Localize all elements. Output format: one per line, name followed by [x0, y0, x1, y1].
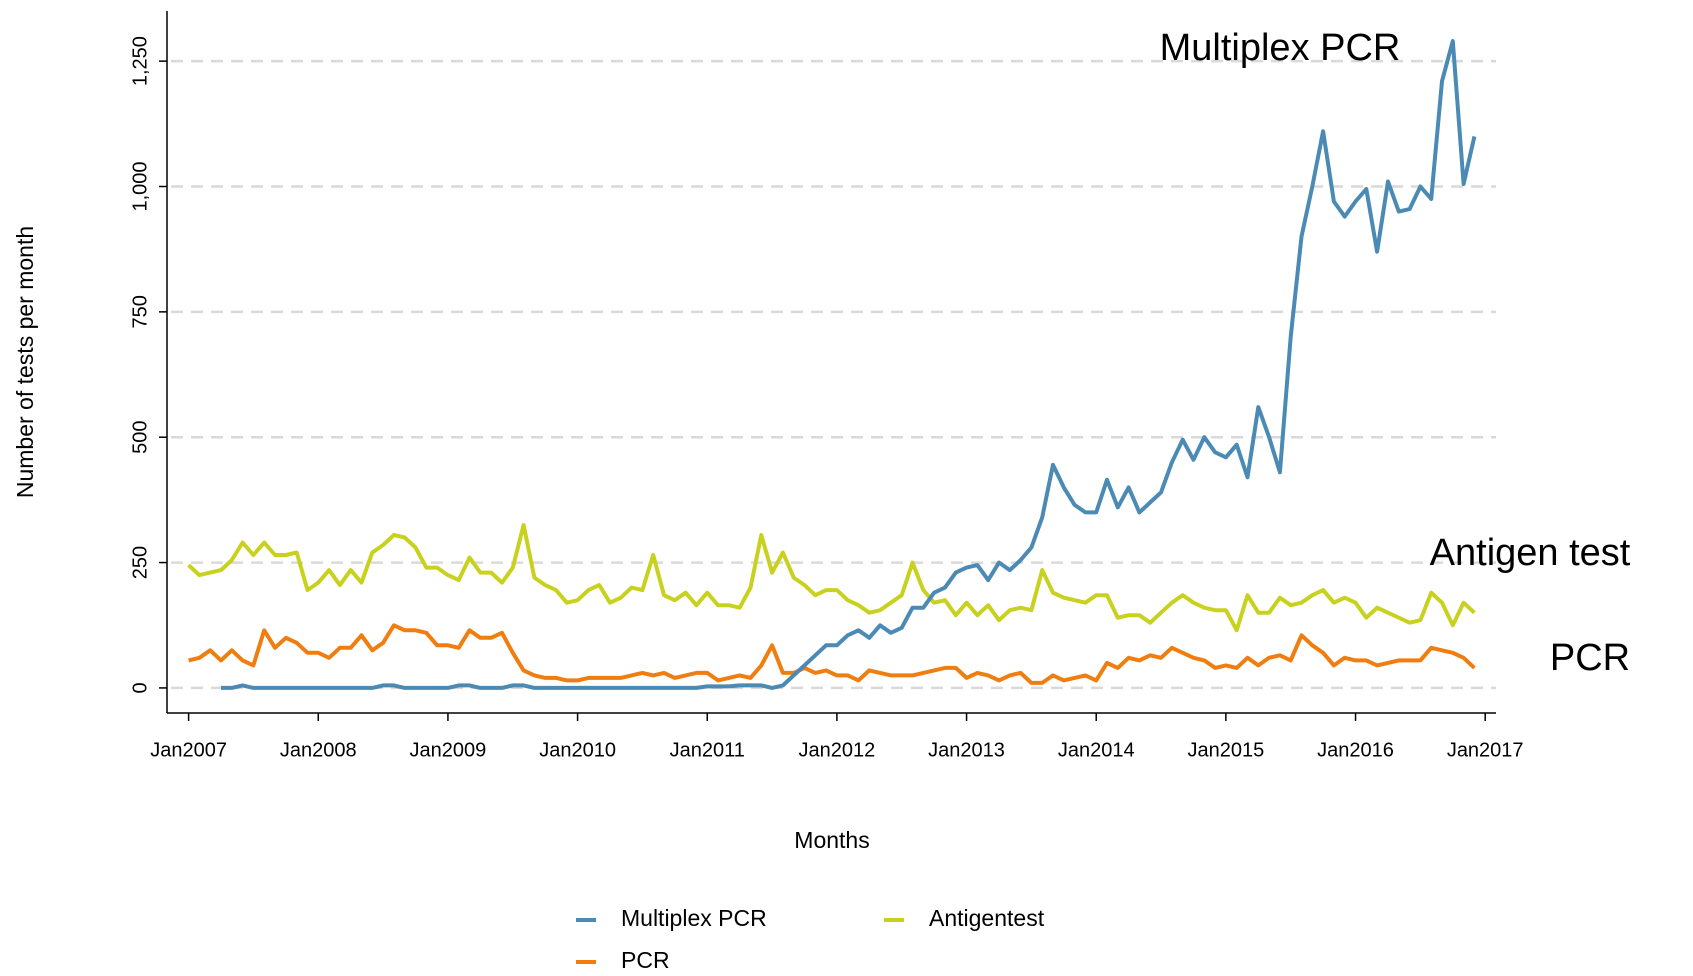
x-tick-label: Jan2015 [1188, 739, 1265, 761]
annotation: Multiplex PCR [1160, 27, 1401, 69]
x-tick-label: Jan2014 [1058, 739, 1135, 761]
x-tick-label: Jan2007 [150, 739, 227, 761]
y-tick-label: 500 [129, 421, 151, 454]
x-tick-label: Jan2012 [799, 739, 876, 761]
legend-label: Multiplex PCR [621, 905, 767, 931]
x-tick-label: Jan2011 [670, 739, 745, 761]
legend-label: Antigentest [929, 905, 1045, 931]
y-tick-label: 0 [129, 682, 151, 693]
x-tick-label: Jan2017 [1447, 739, 1524, 761]
x-tick-label: Jan2009 [410, 739, 487, 761]
x-tick-label: Jan2013 [928, 739, 1005, 761]
x-tick-label: Jan2016 [1317, 739, 1394, 761]
series-line [221, 39, 1477, 690]
annotation: Antigen test [1430, 532, 1631, 574]
annotation: PCR [1550, 637, 1630, 679]
y-tick-label: 1,000 [129, 161, 151, 211]
y-axis-label: Number of tests per month [12, 226, 38, 498]
y-tick-label: 750 [129, 295, 151, 328]
x-tick-label: Jan2010 [539, 739, 616, 761]
series-line [187, 523, 1476, 633]
x-axis-label: Months [794, 827, 869, 853]
x-tick-label: Jan2008 [280, 739, 357, 761]
series-line [188, 623, 1476, 685]
y-tick-label: 250 [129, 546, 151, 579]
y-tick-label: 1,250 [129, 36, 151, 86]
legend-label: PCR [621, 947, 670, 973]
